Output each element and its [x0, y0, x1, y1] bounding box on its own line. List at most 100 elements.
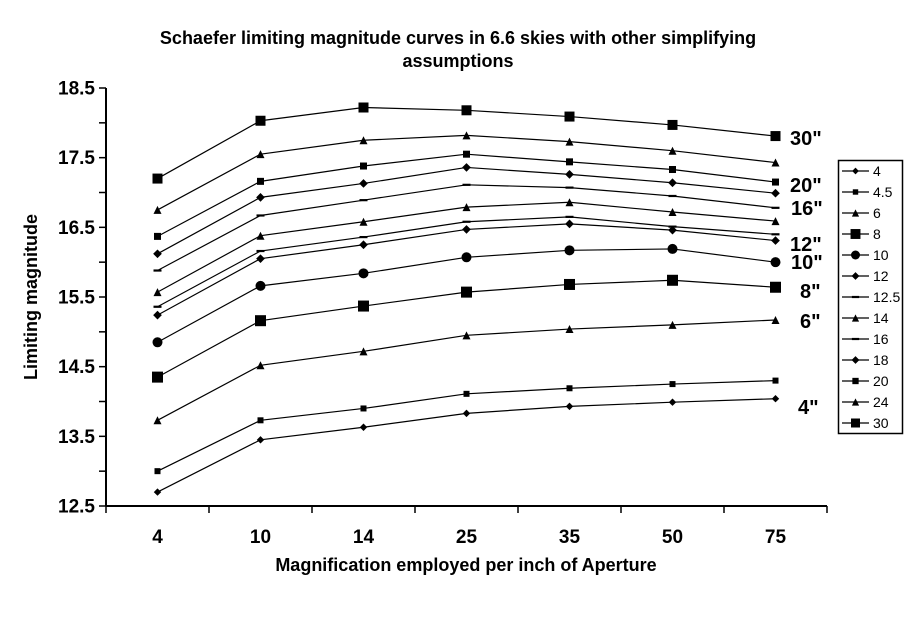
x-tick-label: 14: [353, 527, 375, 548]
legend-item-label: 6: [873, 205, 881, 221]
legend-item-30: 30: [842, 415, 889, 431]
legend: 4 4.5 6 8 10 12 12.5 14 16 18 20 24 30: [837, 159, 904, 435]
square-marker: [255, 115, 266, 126]
y-tick-label: 18.5: [58, 79, 95, 100]
square-marker: [772, 377, 779, 384]
diamond-marker: [153, 310, 162, 320]
diamond-marker: [565, 219, 574, 229]
x-tick-label: 75: [765, 527, 787, 548]
square-marker: [360, 162, 367, 170]
circle-marker: [152, 337, 163, 348]
diamond-marker: [462, 163, 471, 172]
series-line: [157, 201, 776, 293]
dash-marker: [668, 225, 677, 228]
triangle-marker: [771, 217, 780, 226]
diamond-marker: [668, 178, 677, 188]
series-4: [153, 394, 780, 496]
triangle-marker: [668, 208, 677, 217]
legend-item-20: 20: [842, 373, 889, 389]
dash-marker: [668, 194, 677, 198]
series-line: [157, 134, 776, 211]
legend-item-label: 4.5: [873, 184, 893, 200]
y-tick-label: 14.5: [58, 357, 95, 378]
triangle-marker: [256, 231, 265, 240]
diamond-marker: [771, 188, 780, 198]
aperture-label-4in: 4": [798, 397, 819, 419]
diamond-marker: [668, 398, 677, 406]
legend-item-8: 8: [842, 226, 881, 242]
square-marker: [152, 173, 163, 184]
legend-item-14: 14: [842, 310, 889, 326]
x-tick-label: 10: [250, 527, 271, 548]
series-16: [153, 183, 780, 272]
legend-item-24: 24: [842, 394, 889, 410]
square-marker: [358, 300, 369, 312]
square-marker: [255, 315, 266, 327]
triangle-marker: [851, 209, 860, 217]
square-marker: [564, 111, 575, 122]
dash-marker: [565, 215, 574, 218]
dash-marker: [565, 186, 574, 189]
series-18: [153, 163, 780, 259]
x-tick-label: 4: [152, 527, 163, 548]
x-tick-label: 50: [662, 527, 683, 548]
chart-title-line2: assumptions: [402, 51, 513, 71]
series-30: [152, 102, 781, 184]
circle-marker: [255, 280, 266, 291]
legend-item-label: 12: [873, 268, 889, 284]
triangle-marker: [565, 325, 574, 334]
diamond-marker: [565, 170, 574, 179]
triangle-marker: [668, 146, 677, 155]
triangle-marker: [462, 203, 471, 212]
square-marker: [851, 418, 860, 428]
square-marker: [358, 102, 369, 113]
legend-item-label: 12.5: [873, 289, 900, 305]
legend-item-16: 16: [842, 331, 889, 347]
legend-item-10: 10: [842, 247, 889, 263]
dash-marker: [771, 233, 780, 236]
square-marker: [463, 390, 470, 397]
legend-item-label: 16: [873, 331, 889, 347]
square-marker: [461, 105, 472, 116]
chart-title-line1: Schaefer limiting magnitude curves in 6.…: [160, 28, 756, 48]
triangle-marker: [771, 158, 780, 167]
dash-marker: [256, 214, 265, 217]
dash-marker: [359, 199, 368, 202]
y-axis-title: Limiting magnitude: [21, 214, 41, 380]
legend-item-label: 24: [873, 394, 889, 410]
triangle-marker: [771, 315, 780, 324]
series-line: [157, 223, 776, 316]
y-tick-label: 13.5: [58, 427, 95, 448]
square-marker: [566, 385, 573, 392]
square-marker: [154, 468, 161, 475]
legend-item-18: 18: [842, 352, 889, 368]
triangle-marker: [462, 131, 471, 140]
series-12-5: [153, 215, 780, 308]
triangle-marker: [153, 416, 162, 425]
dash-marker: [462, 183, 471, 186]
diamond-marker: [851, 356, 860, 364]
dash-marker: [851, 337, 860, 341]
diamond-marker: [359, 179, 368, 188]
y-tick-label: 15.5: [58, 288, 95, 309]
legend-item-12-5: 12.5: [842, 289, 900, 305]
square-marker: [669, 381, 676, 388]
square-marker: [564, 278, 575, 290]
series-10: [152, 243, 781, 348]
aperture-label-20in: 20": [790, 175, 822, 197]
square-marker: [667, 274, 678, 286]
legend-item-label: 20: [873, 373, 889, 389]
aperture-label-6in: 6": [800, 311, 821, 333]
diamond-marker: [462, 409, 471, 418]
diamond-marker: [668, 225, 677, 235]
series-6: [153, 315, 780, 425]
triangle-marker: [359, 347, 368, 356]
dash-marker: [153, 269, 162, 272]
aperture-label-10in: 10": [791, 252, 823, 274]
legend-item-6: 6: [842, 205, 881, 221]
x-tick-label: 35: [559, 527, 581, 548]
diamond-marker: [462, 225, 471, 234]
circle-marker: [461, 252, 472, 263]
square-marker: [770, 281, 781, 293]
